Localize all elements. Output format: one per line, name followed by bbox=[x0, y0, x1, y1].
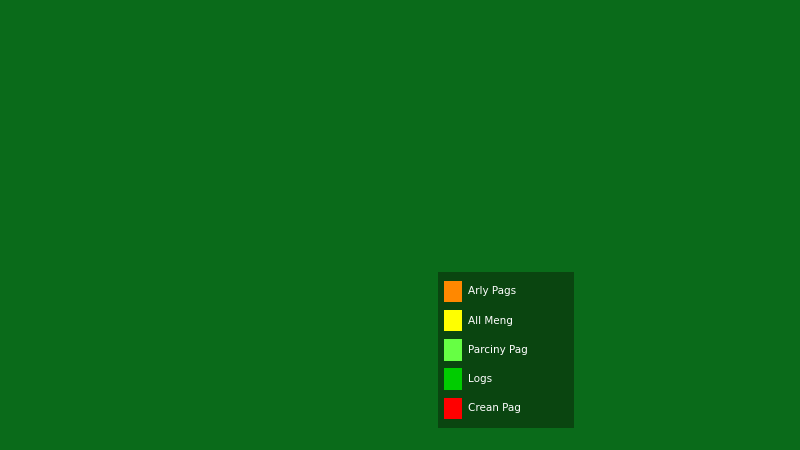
Text: Arly Pags: Arly Pags bbox=[468, 286, 516, 297]
Bar bbox=[444, 310, 462, 331]
Bar bbox=[438, 272, 574, 428]
Bar bbox=[444, 281, 462, 302]
Bar bbox=[444, 368, 462, 390]
Text: Logs: Logs bbox=[468, 374, 492, 384]
Text: Crean Pag: Crean Pag bbox=[468, 403, 521, 414]
Bar bbox=[444, 339, 462, 361]
Text: Parciny Pag: Parciny Pag bbox=[468, 345, 528, 355]
Bar bbox=[444, 398, 462, 419]
Text: All Meng: All Meng bbox=[468, 315, 513, 326]
